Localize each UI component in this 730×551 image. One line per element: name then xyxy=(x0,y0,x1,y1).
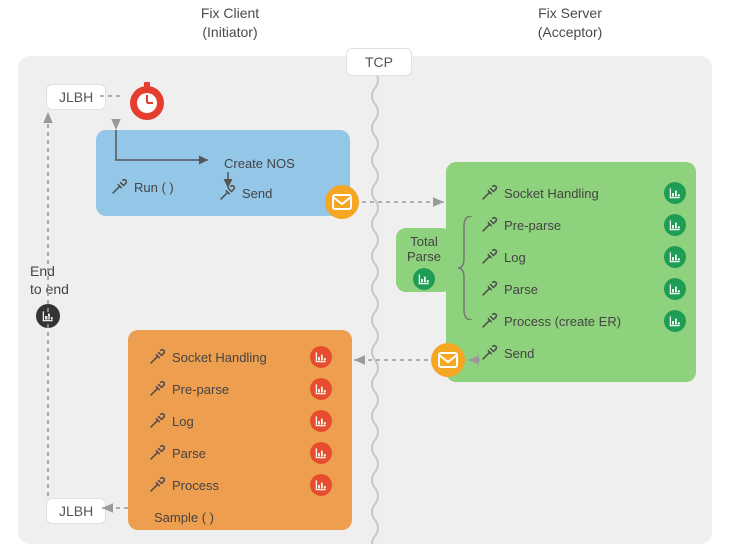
bracket-icon xyxy=(458,216,476,320)
server-step-label: Log xyxy=(504,250,526,265)
diagram-stage: Fix Client(Initiator) Fix Server(Acceptor… xyxy=(0,0,730,551)
header-client: Fix Client(Initiator) xyxy=(160,4,300,42)
response-step-label: Pre-parse xyxy=(172,382,229,397)
tcp-badge: TCP xyxy=(346,48,412,76)
server-step-label: Process (create ER) xyxy=(504,314,621,329)
total-parse-label: TotalParse xyxy=(396,234,452,264)
tcp-divider-wave xyxy=(365,56,385,544)
sample-step: Sample ( ) xyxy=(148,504,214,530)
pipette-icon xyxy=(480,216,498,234)
chart-icon xyxy=(664,246,686,268)
chart-icon xyxy=(310,442,332,464)
response-step-label: Socket Handling xyxy=(172,350,267,365)
end-to-end-chart-icon xyxy=(36,304,60,328)
mail-icon-outbound xyxy=(324,184,360,220)
pipette-icon xyxy=(218,184,236,202)
pipette-icon xyxy=(480,248,498,266)
chart-icon xyxy=(664,310,686,332)
chart-icon xyxy=(664,214,686,236)
header-server: Fix Server(Acceptor) xyxy=(500,4,640,42)
client-send-step: Send xyxy=(218,180,272,206)
pipette-icon xyxy=(480,184,498,202)
send-label: Send xyxy=(242,186,272,201)
server-step: Pre-parse xyxy=(480,212,686,238)
jlbh-badge-top: JLBH xyxy=(46,84,106,110)
jlbh-badge-bottom: JLBH xyxy=(46,498,106,524)
server-step: Send xyxy=(480,340,686,366)
client-run-box: Run ( ) Create NOS Send xyxy=(96,130,350,216)
response-step: Parse xyxy=(148,440,332,466)
response-step: Process xyxy=(148,472,332,498)
pipette-icon xyxy=(480,280,498,298)
server-step: Process (create ER) xyxy=(480,308,686,334)
create-nos-label: Create NOS xyxy=(224,156,295,171)
response-step: Pre-parse xyxy=(148,376,332,402)
chart-icon xyxy=(310,378,332,400)
client-run-step: Run ( ) xyxy=(110,174,174,200)
pipette-icon xyxy=(148,476,166,494)
response-step: Socket Handling xyxy=(148,344,332,370)
pipette-icon xyxy=(480,344,498,362)
server-step-label: Socket Handling xyxy=(504,186,599,201)
pipette-icon xyxy=(110,178,128,196)
total-parse-box: TotalParse xyxy=(396,228,452,292)
server-step-label: Pre-parse xyxy=(504,218,561,233)
sample-label: Sample ( ) xyxy=(154,510,214,525)
response-step: Log xyxy=(148,408,332,434)
chart-icon xyxy=(413,268,435,290)
chart-icon xyxy=(664,278,686,300)
chart-icon xyxy=(664,182,686,204)
chart-icon xyxy=(310,346,332,368)
pipette-icon xyxy=(148,348,166,366)
server-step: Parse xyxy=(480,276,686,302)
response-step-label: Process xyxy=(172,478,219,493)
response-step-label: Parse xyxy=(172,446,206,461)
chart-icon xyxy=(310,474,332,496)
client-response-box: Socket Handling Pre-parse Log Parse Process S… xyxy=(128,330,352,530)
response-step-label: Log xyxy=(172,414,194,429)
pipette-icon xyxy=(148,412,166,430)
end-to-end-label: Endto end xyxy=(30,262,69,298)
run-label: Run ( ) xyxy=(134,180,174,195)
pipette-icon xyxy=(148,444,166,462)
pipette-icon xyxy=(480,312,498,330)
chart-icon xyxy=(310,410,332,432)
client-create-step: Create NOS xyxy=(218,150,295,176)
mail-icon-inbound xyxy=(430,342,466,378)
pipette-icon xyxy=(148,380,166,398)
stopwatch-icon xyxy=(126,80,168,122)
server-step-label: Send xyxy=(504,346,534,361)
server-step: Log xyxy=(480,244,686,270)
server-process-box: Socket Handling Pre-parse Log Parse Process … xyxy=(446,162,696,382)
server-step-label: Parse xyxy=(504,282,538,297)
server-step: Socket Handling xyxy=(480,180,686,206)
